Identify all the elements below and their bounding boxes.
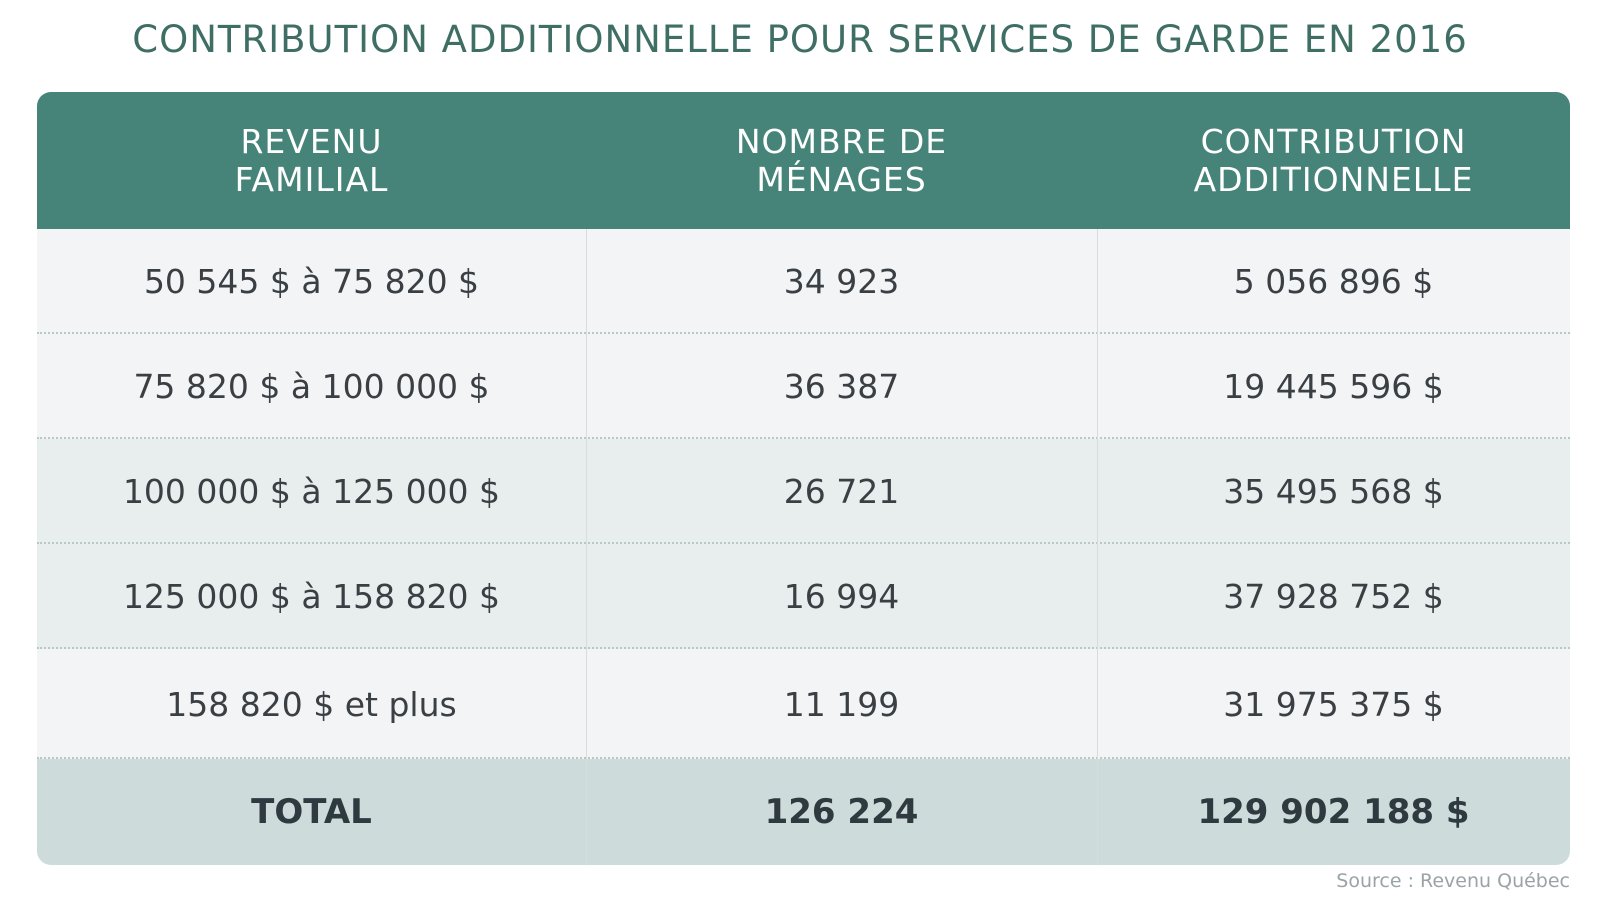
- total-label: TOTAL: [251, 792, 372, 832]
- column-divider: [586, 229, 587, 865]
- cell-contribution: 35 495 568 $: [1223, 472, 1444, 511]
- cell-contribution: 37 928 752 $: [1223, 577, 1444, 616]
- chart-title: CONTRIBUTION ADDITIONNELLE POUR SERVICES…: [132, 18, 1468, 61]
- cell-contribution: 5 056 896 $: [1233, 262, 1434, 301]
- table-row: 75 820 $ à 100 000 $ 36 387 19 445 596 $: [37, 334, 1570, 439]
- column-header-revenu: REVENU FAMILIAL: [234, 121, 389, 199]
- table-row: 100 000 $ à 125 000 $ 26 721 35 495 568 …: [37, 439, 1570, 544]
- cell-menages: 36 387: [783, 367, 900, 406]
- cell-menages: 16 994: [783, 577, 900, 616]
- column-header-menages: NOMBRE DE MÉNAGES: [735, 121, 948, 199]
- cell-revenu: 125 000 $ à 158 820 $: [122, 577, 501, 616]
- cell-revenu: 100 000 $ à 125 000 $: [122, 472, 501, 511]
- total-row: TOTAL 126 224 129 902 188 $: [37, 759, 1570, 865]
- cell-menages: 26 721: [783, 472, 900, 511]
- cell-contribution: 31 975 375 $: [1223, 684, 1444, 724]
- cell-menages: 34 923: [783, 262, 900, 301]
- total-contribution: 129 902 188 $: [1197, 792, 1470, 832]
- cell-contribution: 19 445 596 $: [1223, 367, 1444, 406]
- source-note: Source : Revenu Québec: [1336, 870, 1570, 892]
- table-row: 50 545 $ à 75 820 $ 34 923 5 056 896 $: [37, 229, 1570, 334]
- cell-revenu: 50 545 $ à 75 820 $: [143, 262, 480, 301]
- column-divider: [1097, 229, 1098, 865]
- cell-menages: 11 199: [783, 684, 900, 724]
- data-table: REVENU FAMILIAL NOMBRE DE MÉNAGES CONTRI…: [37, 92, 1570, 865]
- total-menages: 126 224: [764, 792, 919, 832]
- cell-revenu: 75 820 $ à 100 000 $: [133, 367, 490, 406]
- table-row: 158 820 $ et plus 11 199 31 975 375 $: [37, 649, 1570, 759]
- cell-revenu: 158 820 $ et plus: [166, 684, 457, 724]
- table-row: 125 000 $ à 158 820 $ 16 994 37 928 752 …: [37, 544, 1570, 649]
- column-header-contribution: CONTRIBUTION ADDITIONNELLE: [1193, 121, 1474, 199]
- table-header: REVENU FAMILIAL NOMBRE DE MÉNAGES CONTRI…: [37, 92, 1570, 229]
